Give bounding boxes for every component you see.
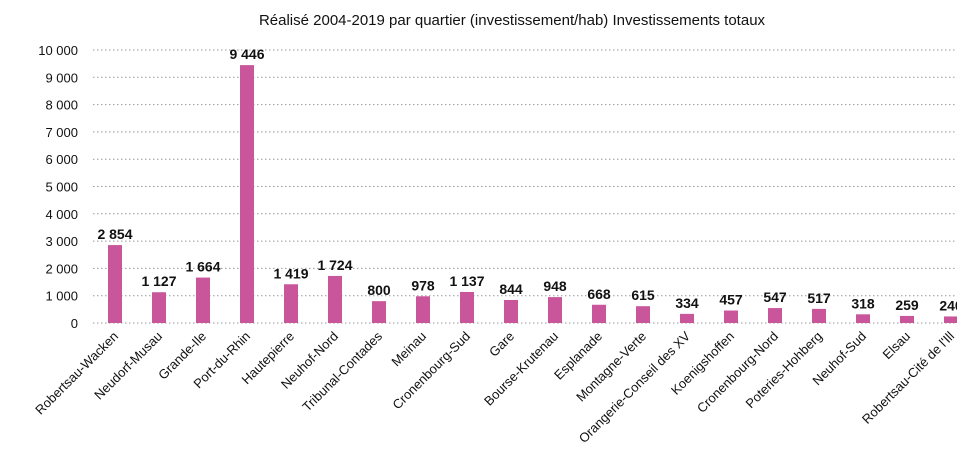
- value-label: 9 446: [229, 46, 264, 62]
- value-label: 844: [499, 281, 523, 297]
- value-label: 800: [367, 282, 391, 298]
- chart-title: Réalisé 2004-2019 par quartier (investis…: [259, 12, 766, 29]
- y-tick-label: 2 000: [45, 261, 78, 276]
- value-label: 1 664: [185, 259, 220, 275]
- y-tick-label: 0: [71, 316, 78, 331]
- value-label: 318: [851, 295, 875, 311]
- value-label: 1 137: [449, 273, 484, 289]
- y-tick-label: 6 000: [45, 152, 78, 167]
- x-tick-label: Gare: [486, 329, 517, 360]
- bar: [284, 284, 298, 323]
- value-label: 334: [675, 295, 699, 311]
- y-tick-label: 7 000: [45, 125, 78, 140]
- y-tick-label: 5 000: [45, 180, 78, 195]
- x-tick-label: Poteries-Hohberg: [742, 329, 825, 412]
- x-tick-label: Bourse-Krutenau: [481, 329, 561, 409]
- value-label: 615: [631, 287, 655, 303]
- x-tick-label: Robertsau-Wacken: [32, 329, 121, 418]
- bar: [372, 301, 386, 323]
- bar: [592, 304, 606, 323]
- value-label: 1 419: [273, 265, 308, 281]
- bar: [812, 308, 826, 323]
- value-label: 2 854: [97, 226, 132, 242]
- value-label: 240: [939, 297, 957, 313]
- bar: [328, 275, 342, 323]
- bar: [680, 313, 694, 323]
- value-label: 668: [587, 286, 611, 302]
- value-label: 547: [763, 289, 787, 305]
- bar: [240, 65, 254, 323]
- bar: [768, 308, 782, 323]
- value-label: 978: [411, 277, 435, 293]
- x-tick-label: Cronenbourg-Nord: [694, 329, 781, 416]
- y-tick-label: 3 000: [45, 234, 78, 249]
- y-tick-label: 4 000: [45, 207, 78, 222]
- value-label: 1 127: [141, 273, 176, 289]
- value-label: 948: [543, 278, 567, 294]
- bar: [548, 297, 562, 323]
- x-tick-label: Cronenbourg-Sud: [389, 329, 473, 413]
- bar: [108, 245, 122, 323]
- y-tick-label: 9 000: [45, 70, 78, 85]
- value-label: 1 724: [317, 257, 352, 273]
- bar: [724, 310, 738, 323]
- y-tick-label: 8 000: [45, 98, 78, 113]
- x-tick-label: Meinau: [388, 329, 429, 370]
- value-label: 259: [895, 297, 919, 313]
- value-label: 517: [807, 290, 831, 306]
- bar: [944, 316, 957, 323]
- bar: [900, 315, 914, 323]
- bar: [152, 292, 166, 323]
- y-tick-label: 10 000: [38, 43, 78, 58]
- y-tick-label: 1 000: [45, 289, 78, 304]
- value-label: 457: [719, 292, 743, 308]
- bar: [636, 306, 650, 323]
- x-tick-label: Elsau: [880, 329, 914, 363]
- bar: [504, 299, 518, 323]
- bar: [196, 277, 210, 323]
- bar: [460, 291, 474, 323]
- bar: [856, 314, 870, 323]
- x-tick-label: Tribunal-Contades: [299, 328, 385, 414]
- bar: [416, 296, 430, 323]
